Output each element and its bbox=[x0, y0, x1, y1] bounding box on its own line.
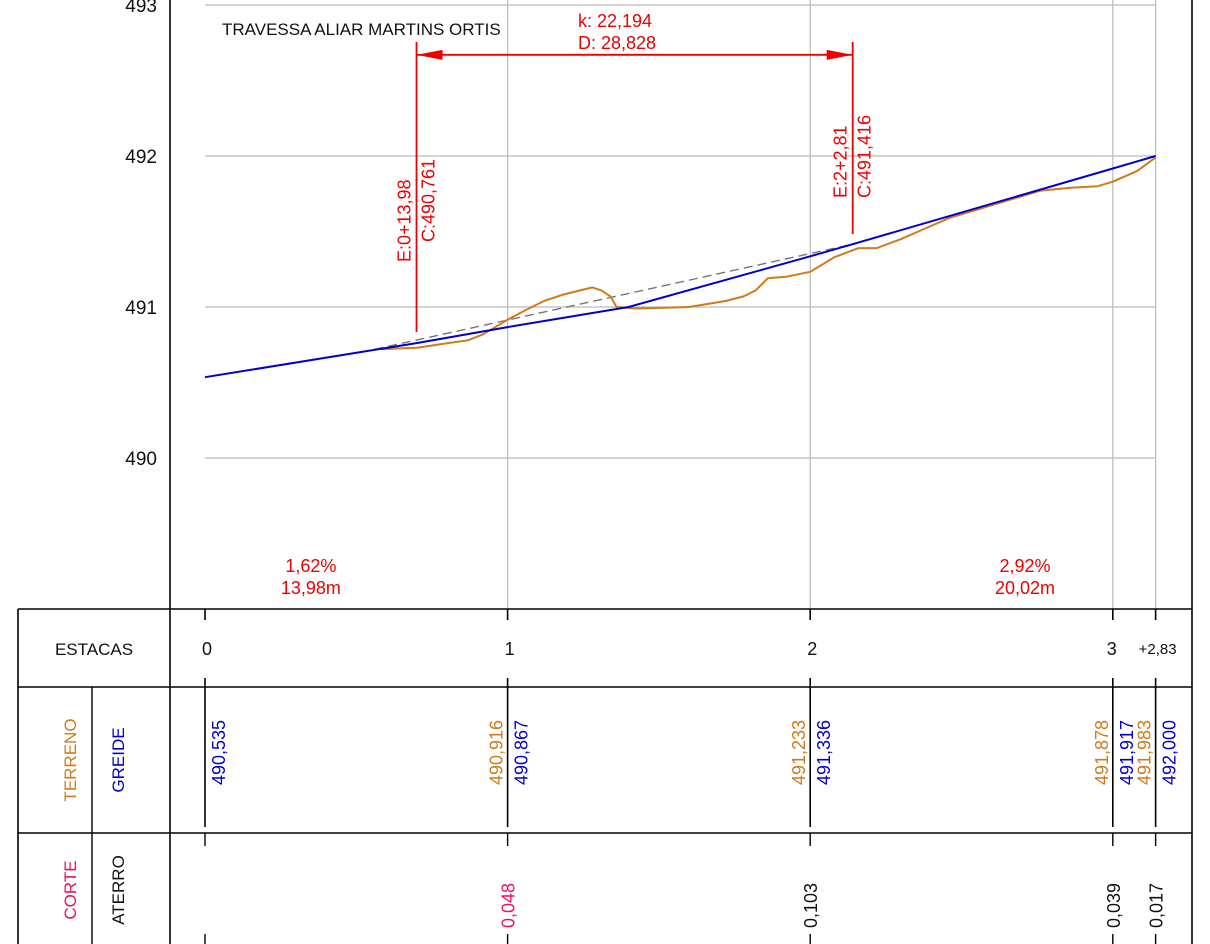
chart-title: TRAVESSA ALIAR MARTINS ORTIS bbox=[222, 20, 501, 39]
terreno-line bbox=[374, 156, 1157, 351]
curve-k-label: k: 22,194 bbox=[578, 11, 652, 31]
greide-value-491,917: 491,917 bbox=[1117, 720, 1137, 785]
greide-header: GREIDE bbox=[109, 727, 128, 792]
station-label-0: 0 bbox=[202, 639, 212, 659]
corte-header: CORTE bbox=[61, 860, 80, 919]
pc-station-label: E:0+13,98 bbox=[395, 179, 415, 262]
terreno-value-491,878: 491,878 bbox=[1092, 720, 1112, 785]
grid bbox=[205, 0, 1157, 609]
terreno-value-491,233: 491,233 bbox=[789, 720, 809, 785]
y-axis: 493 492 491 490 bbox=[125, 0, 157, 470]
y-tick-label-491: 491 bbox=[125, 298, 157, 319]
estacas-header: ESTACAS bbox=[55, 640, 133, 659]
profile-table: ESTACAS TERRENO GREIDE CORTE ATERRO 0 1 2 3 +2,83… bbox=[17, 608, 1192, 944]
y-tick-label-492: 492 bbox=[125, 147, 157, 168]
aterro-value-0,017: 0,017 bbox=[1147, 883, 1167, 928]
pc-elevation-label: C:490,761 bbox=[419, 159, 439, 242]
greide-line bbox=[204, 155, 1156, 379]
terreno-value-490,916: 490,916 bbox=[487, 720, 507, 785]
chart-frame bbox=[169, 0, 1193, 944]
terreno-value-491,983: 491,983 bbox=[1135, 720, 1155, 785]
greide-value-490,867: 490,867 bbox=[512, 720, 532, 785]
y-tick-label-490: 490 bbox=[125, 449, 157, 470]
y-tick-label-493: 493 bbox=[125, 0, 157, 17]
station-label-+2,83: +2,83 bbox=[1139, 641, 1177, 658]
station-label-2: 2 bbox=[807, 639, 817, 659]
series-layer bbox=[204, 155, 1157, 379]
arrow-head-left bbox=[416, 49, 443, 60]
grade-length-0: 13,98m bbox=[281, 578, 341, 598]
pt-elevation-label: C:491,416 bbox=[855, 115, 875, 198]
aterro-value-0,103: 0,103 bbox=[801, 883, 821, 928]
station-label-1: 1 bbox=[505, 639, 515, 659]
tangent-line bbox=[374, 243, 853, 350]
aterro-value-0,039: 0,039 bbox=[1104, 883, 1124, 928]
grade-percent-0: 1,62% bbox=[285, 556, 336, 576]
greide-value-492,000: 492,000 bbox=[1160, 720, 1180, 785]
arrow-head-right bbox=[826, 49, 853, 60]
aterro-header: ATERRO bbox=[109, 855, 128, 925]
grade-percent-1: 2,92% bbox=[1000, 556, 1051, 576]
terreno-header: TERRENO bbox=[61, 718, 80, 801]
pt-station-label: E:2+2,81 bbox=[831, 125, 851, 198]
greide-value-491,336: 491,336 bbox=[814, 720, 834, 785]
curve-d-label: D: 28,828 bbox=[578, 33, 656, 53]
corte-value-0,048: 0,048 bbox=[499, 883, 519, 928]
grade-length-1: 20,02m bbox=[995, 578, 1055, 598]
station-label-3: 3 bbox=[1107, 639, 1117, 659]
greide-value-490,535: 490,535 bbox=[209, 720, 229, 785]
